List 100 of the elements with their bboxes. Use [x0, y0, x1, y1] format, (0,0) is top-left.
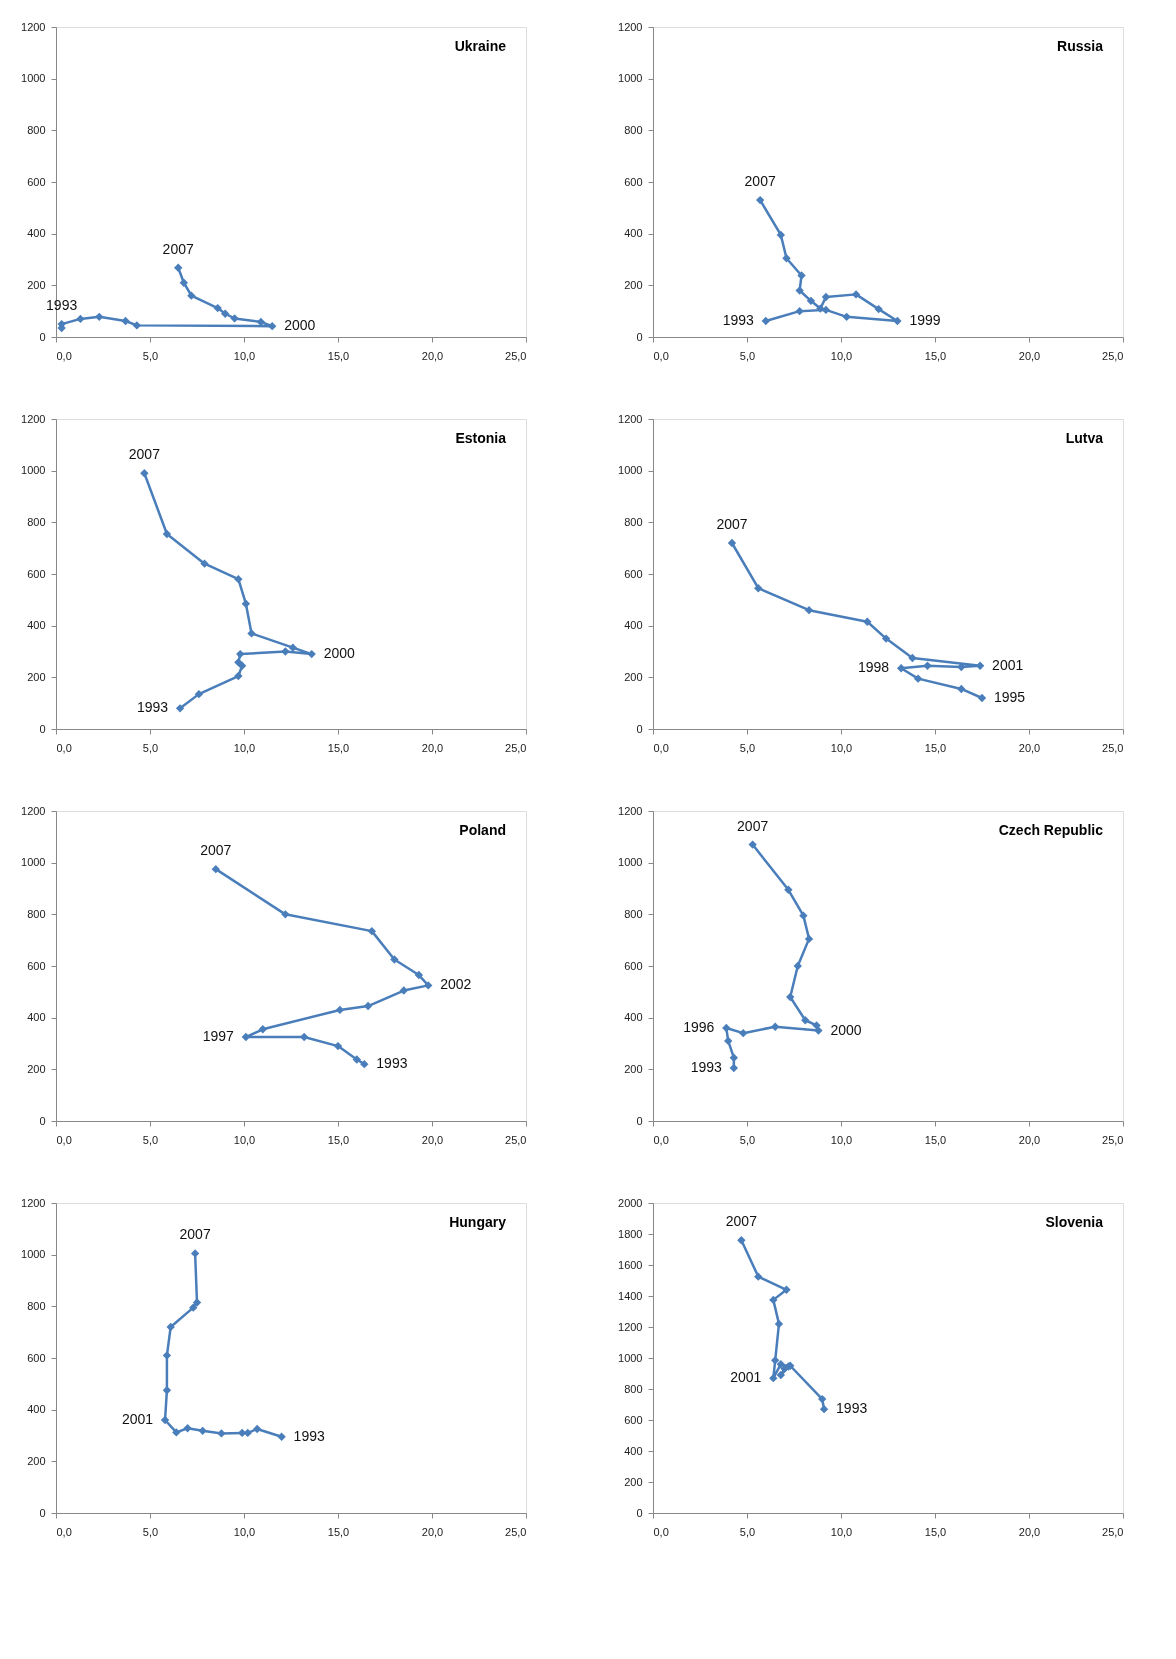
y-tick-label: 0 [636, 330, 643, 343]
point [360, 1059, 369, 1069]
x-tick-label: 20,0 [421, 1133, 444, 1146]
annotation: 1997 [202, 1028, 235, 1045]
x-tick-label: 10,0 [830, 349, 853, 362]
point [252, 1424, 262, 1434]
annotation: 1993 [136, 699, 169, 716]
y-tick-label: 1200 [21, 804, 46, 817]
point [851, 290, 861, 299]
y-tick-label: 400 [27, 1403, 46, 1416]
annotation: 1993 [722, 311, 754, 328]
x-tick-label: 0,0 [56, 741, 72, 754]
annotation: 2002 [440, 976, 472, 993]
x-tick-label: 5,0 [142, 349, 159, 362]
annotation: 2001 [730, 1369, 762, 1386]
x-tick-label: 20,0 [1018, 1525, 1041, 1538]
point [390, 955, 399, 964]
y-tick-label: 800 [624, 1382, 643, 1395]
y-tick-label: 800 [27, 1299, 46, 1312]
point [399, 986, 408, 995]
point [281, 910, 290, 919]
point [221, 309, 230, 318]
y-tick-label: 600 [624, 175, 643, 188]
text: Ukraine [454, 38, 507, 54]
x-tick-label: 20,0 [1018, 349, 1041, 362]
x-tick-label: 5,0 [739, 741, 756, 754]
point [132, 321, 142, 330]
annotation: 2007 [744, 173, 776, 190]
point [727, 538, 737, 548]
point [363, 1001, 373, 1011]
annotation: 2007 [737, 817, 769, 834]
text: Hungary [449, 1214, 507, 1230]
y-tick-label: 1000 [21, 72, 46, 85]
point [288, 643, 298, 652]
annotation: 2001 [121, 1411, 154, 1427]
y-tick-label: 0 [39, 1114, 46, 1127]
point [893, 316, 902, 326]
point [175, 704, 185, 713]
x-tick-label: 5,0 [142, 1525, 159, 1538]
point [234, 574, 243, 584]
y-tick-label: 400 [27, 1011, 46, 1024]
point [739, 1028, 748, 1038]
point [162, 1386, 172, 1395]
point [799, 911, 808, 920]
point [771, 1356, 780, 1365]
text: Poland [459, 822, 506, 838]
x-tick-label: 5,0 [739, 1133, 756, 1146]
y-tick-label: 0 [39, 722, 46, 735]
y-tick-label: 200 [27, 278, 46, 291]
y-tick-label: 1200 [21, 20, 46, 33]
x-tick-label: 25,0 [1102, 349, 1124, 362]
y-tick-label: 1000 [21, 856, 46, 869]
y-tick-label: 200 [27, 670, 46, 683]
x-tick-label: 10,0 [233, 1133, 256, 1146]
point [258, 1025, 267, 1034]
x-tick-label: 15,0 [327, 349, 350, 362]
point [194, 689, 204, 699]
point [769, 1373, 778, 1383]
annotation: 2007 [200, 842, 232, 859]
annotation: 1993 [293, 1427, 325, 1444]
annotation: 1993 [690, 1059, 723, 1076]
x-tick-label: 25,0 [505, 1525, 527, 1538]
point [237, 661, 247, 670]
point [174, 263, 183, 272]
y-tick-label: 0 [39, 330, 46, 343]
point [819, 1404, 829, 1414]
annotation: 2007 [128, 446, 161, 463]
point [335, 1005, 345, 1015]
y-tick-label: 200 [624, 1062, 643, 1075]
point [776, 230, 786, 240]
point [804, 934, 814, 944]
x-tick-label: 10,0 [233, 1525, 256, 1538]
y-tick-label: 400 [624, 619, 643, 632]
point [761, 316, 770, 326]
point [724, 1036, 733, 1046]
point [179, 278, 189, 287]
x-tick-label: 0,0 [56, 1133, 72, 1146]
y-tick-label: 1200 [618, 804, 643, 817]
point [748, 840, 757, 849]
point [812, 1021, 821, 1030]
annotation: 2007 [162, 240, 194, 257]
annotation: 2007 [725, 1213, 758, 1230]
point [189, 1303, 198, 1312]
x-tick-label: 0,0 [653, 349, 669, 362]
y-tick-label: 200 [27, 1062, 46, 1075]
annotation: 1999 [909, 311, 941, 328]
y-tick-label: 0 [636, 722, 643, 735]
point [754, 1272, 763, 1281]
y-tick-label: 800 [27, 123, 46, 136]
point [166, 1322, 175, 1332]
x-tick-label: 0,0 [653, 1525, 669, 1538]
y-tick-label: 800 [624, 515, 643, 528]
point [771, 1022, 780, 1031]
annotation: 2000 [323, 645, 356, 662]
point [776, 1360, 786, 1369]
text: Lutva [1065, 430, 1104, 446]
point [755, 195, 765, 205]
y-tick-label: 2000 [618, 1196, 643, 1209]
point [729, 1063, 739, 1073]
point [281, 647, 290, 656]
